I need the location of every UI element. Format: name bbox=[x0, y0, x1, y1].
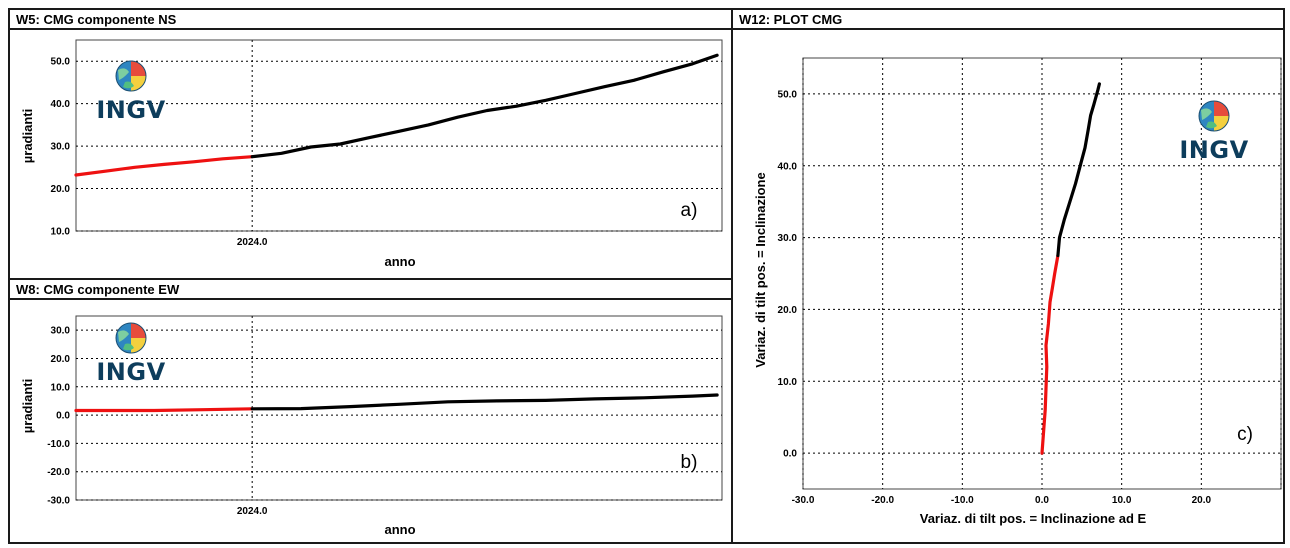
panel-ew: W8: CMG componente EW -30.0 -20.0 -10.0 0.0… bbox=[8, 278, 733, 544]
globe-icon-outline bbox=[115, 322, 147, 354]
globe-icon-segment bbox=[1201, 108, 1212, 120]
series-line-1 bbox=[250, 393, 719, 411]
y-tick-label: 10.0 bbox=[51, 382, 71, 393]
panel-letter: c) bbox=[1237, 424, 1253, 445]
globe-icon bbox=[115, 322, 147, 354]
ingv-logo: INGV bbox=[1179, 100, 1248, 164]
x-tick-label: 2024.0 bbox=[237, 237, 268, 248]
y-tick-label: 20.0 bbox=[51, 184, 71, 195]
series-line-0 bbox=[74, 407, 254, 413]
y-axis-label: µradianti bbox=[20, 109, 35, 163]
panel-title: W5: CMG componente NS bbox=[10, 10, 731, 30]
globe-icon-segment bbox=[131, 76, 146, 91]
y-axis-label: Variaz. di tilt pos. = Inclinazione bbox=[753, 172, 768, 367]
y-axis-label: µradianti bbox=[20, 379, 35, 433]
x-axis-label: anno bbox=[384, 522, 415, 537]
x-tick-label: -30.0 bbox=[792, 495, 815, 506]
y-tick-label: 40.0 bbox=[51, 99, 71, 110]
y-tick-label: -30.0 bbox=[47, 496, 70, 507]
globe-icon-segment bbox=[118, 330, 129, 342]
series-line-0 bbox=[74, 155, 254, 177]
x-tick-label: 10.0 bbox=[1112, 495, 1132, 506]
globe-icon-outline bbox=[1198, 100, 1230, 132]
y-tick-label: 40.0 bbox=[778, 161, 798, 172]
logo-text: INGV bbox=[96, 358, 165, 386]
series-line-1 bbox=[1056, 82, 1101, 258]
x-tick-label: -20.0 bbox=[871, 495, 894, 506]
series-line-0 bbox=[1040, 253, 1060, 455]
panel-letter: b) bbox=[681, 452, 698, 473]
y-tick-label: 20.0 bbox=[51, 354, 71, 365]
logo-text: INGV bbox=[1179, 136, 1248, 164]
globe-icon bbox=[115, 60, 147, 92]
panel-letter: a) bbox=[681, 200, 698, 221]
series-line-1 bbox=[250, 53, 719, 159]
globe-icon-segment bbox=[1214, 101, 1229, 116]
y-tick-label: 0.0 bbox=[783, 449, 797, 460]
panel-title: W8: CMG componente EW bbox=[10, 280, 731, 300]
chart-ew: -30.0 -20.0 -10.0 0.0 10.0 20.0 30.0 2024.0 anno… bbox=[20, 315, 723, 537]
globe-icon-segment bbox=[123, 81, 134, 89]
y-tick-label: 30.0 bbox=[51, 142, 71, 153]
y-tick-label: 30.0 bbox=[778, 233, 798, 244]
x-axis-label: Variaz. di tilt pos. = Inclinazione ad E bbox=[920, 511, 1147, 526]
panel-ns: W5: CMG componente NS 10.0 20.0 30.0 40.0 50… bbox=[8, 8, 733, 280]
y-tick-label: -10.0 bbox=[47, 439, 70, 450]
globe-icon-outline bbox=[115, 60, 147, 92]
x-tick-label: -10.0 bbox=[951, 495, 974, 506]
x-tick-label: 2024.0 bbox=[237, 506, 268, 517]
chart-plot: 0.0 10.0 20.0 30.0 40.0 50.0 -30.0 -20.0 -10.0 0.… bbox=[753, 57, 1282, 526]
y-tick-label: 50.0 bbox=[51, 57, 71, 68]
globe-icon-segment bbox=[1214, 116, 1229, 131]
y-tick-label: 10.0 bbox=[51, 227, 71, 238]
y-tick-label: 0.0 bbox=[56, 411, 70, 422]
y-tick-label: -20.0 bbox=[47, 467, 70, 478]
x-tick-label: 0.0 bbox=[1035, 495, 1049, 506]
panel-title: W12: PLOT CMG bbox=[733, 10, 1283, 30]
globe-icon-segment bbox=[131, 323, 146, 338]
globe-icon-segment bbox=[131, 61, 146, 76]
ingv-logo: INGV bbox=[96, 322, 165, 386]
globe-icon-segment bbox=[1206, 121, 1217, 129]
globe-icon-segment bbox=[131, 338, 146, 353]
y-tick-label: 30.0 bbox=[51, 326, 71, 337]
y-tick-label: 10.0 bbox=[778, 377, 798, 388]
globe-icon-segment bbox=[123, 343, 134, 351]
plot-frame bbox=[75, 39, 723, 232]
y-tick-label: 50.0 bbox=[778, 89, 798, 100]
chart-ns: 10.0 20.0 30.0 40.0 50.0 2024.0 anno µradianti a… bbox=[20, 39, 723, 269]
x-axis-label: anno bbox=[384, 254, 415, 269]
logo-text: INGV bbox=[96, 96, 165, 124]
ingv-logo: INGV bbox=[96, 60, 165, 124]
globe-icon-segment bbox=[118, 68, 129, 80]
globe-icon bbox=[1198, 100, 1230, 132]
plot-frame bbox=[75, 315, 723, 501]
y-tick-label: 20.0 bbox=[778, 305, 798, 316]
panel-plot: W12: PLOT CMG 0.0 10.0 20.0 30.0 40.0 50.0 -30… bbox=[731, 8, 1285, 544]
x-tick-label: 20.0 bbox=[1192, 495, 1212, 506]
